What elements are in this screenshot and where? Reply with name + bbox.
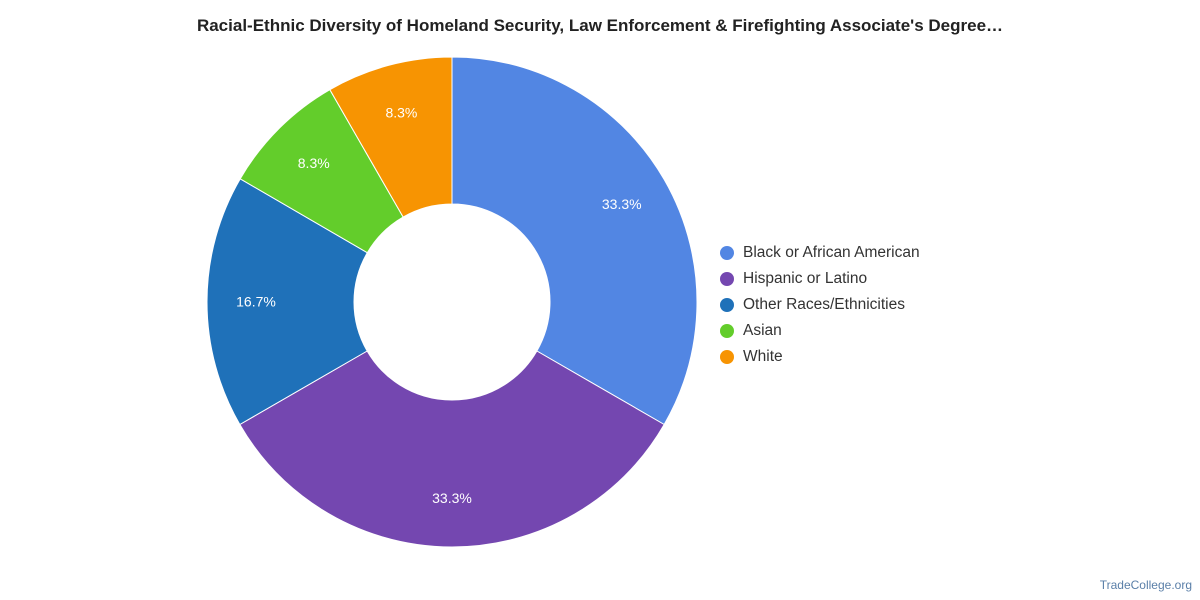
slice-hispanic-or-latino[interactable] — [239, 350, 665, 548]
legend-item-asian[interactable]: Asian — [720, 318, 920, 344]
slice-label: 16.7% — [236, 294, 276, 310]
legend-item-hispanic-or-latino[interactable]: Hispanic or Latino — [720, 266, 920, 292]
slice-label: 33.3% — [432, 490, 472, 506]
slice-other-races-ethnicities[interactable] — [206, 178, 368, 426]
source-credit: TradeCollege.org — [1099, 578, 1192, 592]
legend-item-black-or-african-american[interactable]: Black or African American — [720, 240, 920, 266]
legend-label: Black or African American — [743, 244, 920, 261]
slice-label: 8.3% — [298, 155, 330, 171]
legend-label: Hispanic or Latino — [743, 270, 868, 287]
legend-swatch — [720, 350, 734, 364]
legend-label: Other Races/Ethnicities — [743, 296, 905, 313]
legend-swatch — [720, 272, 734, 286]
legend-label: Asian — [743, 322, 782, 339]
slice-white[interactable] — [329, 56, 453, 218]
slice-label: 8.3% — [385, 105, 417, 121]
legend-swatch — [720, 298, 734, 312]
legend-label: White — [743, 348, 783, 365]
legend-item-white[interactable]: White — [720, 344, 920, 370]
legend-item-other-races-ethnicities[interactable]: Other Races/Ethnicities — [720, 292, 920, 318]
slice-black-or-african-american[interactable] — [451, 56, 698, 426]
slice-label: 33.3% — [602, 196, 642, 212]
legend: Black or African American Hispanic or La… — [720, 240, 920, 370]
chart-title: Racial-Ethnic Diversity of Homeland Secu… — [196, 16, 1004, 35]
legend-swatch — [720, 246, 734, 260]
legend-swatch — [720, 324, 734, 338]
